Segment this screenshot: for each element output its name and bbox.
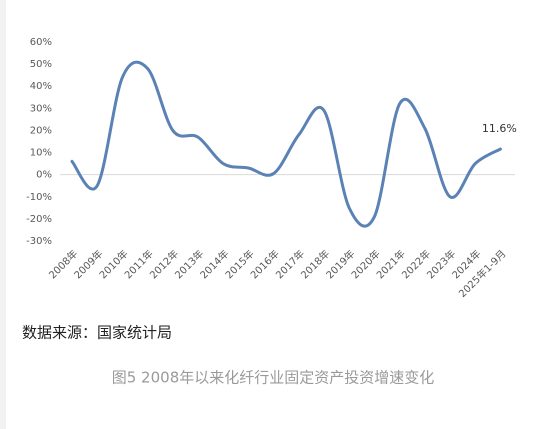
- y-tick-label: -30%: [26, 236, 52, 247]
- y-tick-label: 40%: [30, 81, 52, 92]
- y-tick-label: 50%: [30, 59, 52, 70]
- y-tick-label: 60%: [30, 37, 52, 48]
- data-label: 11.6%: [482, 122, 517, 135]
- source-note: 数据来源：国家统计局: [22, 324, 172, 342]
- y-tick-label: -10%: [26, 192, 52, 203]
- data-line: [70, 60, 502, 228]
- y-tick-label: 20%: [30, 125, 52, 136]
- caption: 图5 2008年以来化纤行业固定资产投资增速变化: [112, 369, 435, 387]
- edge-strip: [0, 0, 6, 429]
- y-tick-label: 0%: [36, 170, 52, 181]
- y-tick-label: 10%: [30, 148, 52, 159]
- y-tick-label: -20%: [26, 214, 52, 225]
- y-tick-label: 30%: [30, 103, 52, 114]
